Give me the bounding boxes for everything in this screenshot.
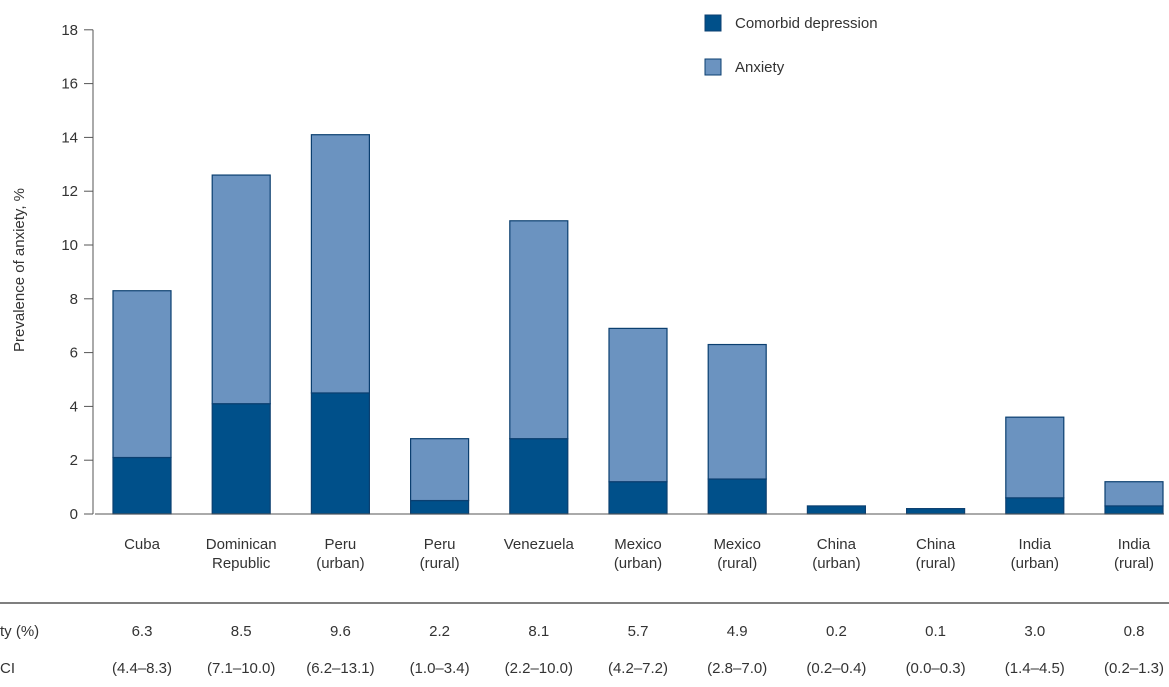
bar-segment-anxiety (112, 290, 172, 459)
y-axis: 0 2 4 6 8 10 12 14 16 18 (61, 22, 94, 523)
table-row-label: CI (0, 660, 15, 677)
table-cell: (4.2–7.2) (608, 660, 668, 677)
category-label: Mexico (713, 536, 761, 553)
table-row-label: ty (%) (0, 623, 39, 640)
table-cell: 5.7 (628, 623, 649, 640)
table-cell: (0.2–1.3) (1104, 660, 1164, 677)
category-label: (rural) (1114, 555, 1154, 572)
category-label: (urban) (614, 555, 662, 572)
table-cell: 3.0 (1024, 623, 1045, 640)
category-label: China (916, 536, 956, 553)
legend-swatch (704, 14, 722, 32)
category-label: (urban) (812, 555, 860, 572)
legend-label: Anxiety (735, 59, 785, 76)
bars (112, 134, 1164, 515)
y-tick-label: 14 (61, 129, 78, 146)
table-cell: 4.9 (727, 623, 748, 640)
table-cell: (1.4–4.5) (1005, 660, 1065, 677)
bar-segment-anxiety (1104, 481, 1164, 507)
category-labels: Cuba Dominican Republic Peru (urban) Peru (rur… (124, 536, 1154, 572)
y-tick-label: 8 (70, 291, 78, 308)
table-cell: 8.1 (528, 623, 549, 640)
table-cell: (2.2–10.0) (505, 660, 573, 677)
table-cell: 0.8 (1124, 623, 1145, 640)
y-tick-label: 16 (61, 76, 78, 93)
bar-segment-comorbid-depression (1005, 497, 1065, 515)
table-cell: (0.0–0.3) (906, 660, 966, 677)
y-tick-label: 6 (70, 345, 78, 362)
bar-segment-comorbid-depression (1104, 505, 1164, 515)
legend-swatch (704, 58, 722, 76)
category-label: (rural) (717, 555, 757, 572)
category-label: (urban) (316, 555, 364, 572)
table-cell: 6.3 (132, 623, 153, 640)
bar-segment-comorbid-depression (905, 508, 966, 515)
y-axis-label: Prevalence of anxiety, % (11, 188, 28, 352)
bar-segment-anxiety (608, 327, 668, 483)
bar-segment-comorbid-depression (310, 392, 370, 515)
y-tick-label: 2 (70, 452, 78, 469)
bar-segment-comorbid-depression (112, 456, 172, 515)
category-label: Peru (325, 536, 357, 553)
bar-segment-anxiety (509, 220, 569, 440)
bar-segment-comorbid-depression (608, 481, 668, 515)
category-label: Republic (212, 555, 271, 572)
bar-segment-anxiety (410, 438, 470, 502)
table-cell: (2.8–7.0) (707, 660, 767, 677)
legend-label: Comorbid depression (735, 15, 878, 32)
y-tick-label: 10 (61, 237, 78, 254)
table-cell: 9.6 (330, 623, 351, 640)
table-cell: 8.5 (231, 623, 252, 640)
category-label: Mexico (614, 536, 662, 553)
bar-segment-comorbid-depression (707, 478, 767, 515)
category-label: Cuba (124, 536, 161, 553)
table-cell: (0.2–0.4) (806, 660, 866, 677)
summary-table: ty (%) 6.3 8.5 9.6 2.2 8.1 5.7 4.9 0.2 0.1 3.0 0.8 C… (0, 623, 1164, 677)
category-label: (urban) (1011, 555, 1059, 572)
category-label: Dominican (206, 536, 277, 553)
category-label: India (1019, 536, 1052, 553)
bar-segment-comorbid-depression (410, 499, 470, 515)
bar-segment-anxiety (211, 174, 271, 405)
category-label: (rural) (916, 555, 956, 572)
y-tick-label: 12 (61, 183, 78, 200)
bar-segment-comorbid-depression (211, 403, 271, 515)
y-tick-label: 18 (61, 22, 78, 39)
table-cell: (7.1–10.0) (207, 660, 275, 677)
category-label: China (817, 536, 857, 553)
legend: Comorbid depression Anxiety (704, 14, 878, 76)
category-label: India (1118, 536, 1151, 553)
bar-segment-anxiety (310, 134, 370, 394)
category-label: Peru (424, 536, 456, 553)
y-tick-label: 0 (70, 506, 78, 523)
y-tick-label: 4 (70, 398, 78, 415)
bar-segment-anxiety (707, 343, 767, 480)
category-label: (rural) (420, 555, 460, 572)
bar-segment-comorbid-depression (806, 505, 867, 515)
table-cell: (4.4–8.3) (112, 660, 172, 677)
table-cell: (6.2–13.1) (306, 660, 374, 677)
bar-segment-comorbid-depression (509, 438, 569, 515)
table-cell: 2.2 (429, 623, 450, 640)
table-cell: 0.1 (925, 623, 946, 640)
bar-segment-anxiety (1005, 416, 1065, 499)
category-label: Venezuela (504, 536, 575, 553)
table-cell: (1.0–3.4) (410, 660, 470, 677)
table-cell: 0.2 (826, 623, 847, 640)
